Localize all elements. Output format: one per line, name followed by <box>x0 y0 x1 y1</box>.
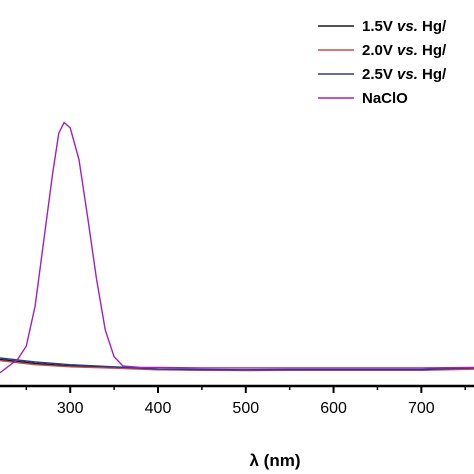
x-tick-label: 300 <box>57 400 84 417</box>
series-layer <box>0 121 474 374</box>
legend: 1.5V vs. Hg/2.0V vs. Hg/2.5V vs. Hg/NaCl… <box>318 18 447 107</box>
x-tick-label: 500 <box>232 400 259 417</box>
legend-label: 1.5V vs. Hg/ <box>362 18 447 35</box>
x-tick-label: 700 <box>408 400 435 417</box>
legend-label: 2.0V vs. Hg/ <box>362 42 447 59</box>
legend-label: NaClO <box>362 90 408 107</box>
x-axis-label: λ (nm) <box>250 451 301 470</box>
series-line-4 <box>0 121 474 374</box>
series-line-3 <box>0 357 474 371</box>
series-line-2 <box>0 360 474 372</box>
x-tick-label: 600 <box>320 400 347 417</box>
legend-label: 2.5V vs. Hg/ <box>362 66 447 83</box>
axes: 300 400 500 600 700 <box>0 384 474 417</box>
x-tick-label: 400 <box>145 400 172 417</box>
